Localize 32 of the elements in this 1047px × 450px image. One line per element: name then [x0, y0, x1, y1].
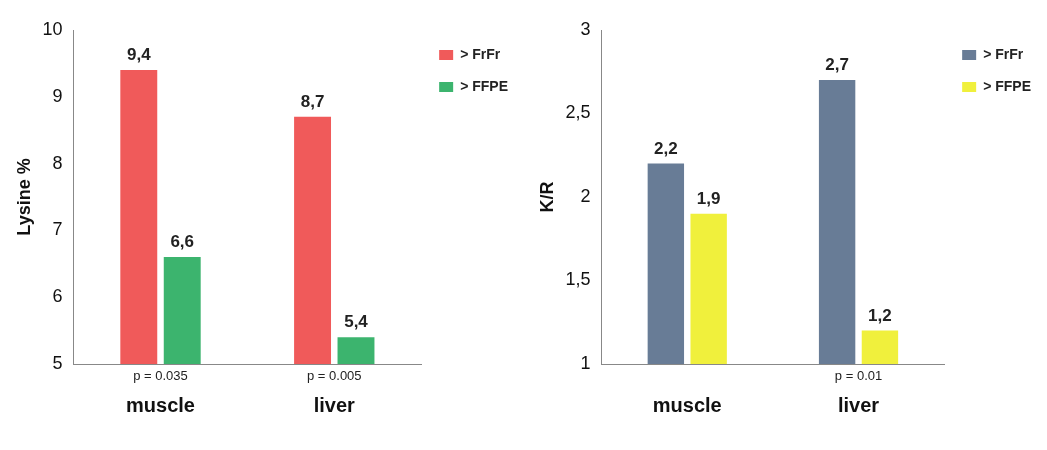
- y-tick-label: 5: [52, 352, 63, 373]
- y-tick-label: 3: [580, 18, 591, 39]
- x-tick-label: muscle: [126, 393, 195, 416]
- legend-label: > FFPE: [983, 77, 1032, 94]
- data-label: 6,6: [170, 232, 195, 252]
- y-tick-label: 9: [52, 85, 63, 106]
- y-tick-label: 2: [580, 185, 591, 206]
- y-tick-label: 10: [42, 18, 63, 39]
- data-label: 5,4: [344, 312, 369, 332]
- legend-label: > FrFr: [460, 45, 501, 62]
- y-tick-label: 1: [580, 352, 591, 373]
- data-label: 1,9: [696, 188, 721, 208]
- annotation: p = 0.035: [133, 368, 188, 384]
- data-label: 2,2: [654, 138, 678, 158]
- y-axis-title: K/R: [536, 181, 557, 213]
- y-tick-label: 6: [52, 286, 63, 307]
- x-tick-label: liver: [313, 393, 356, 416]
- legend-label: > FFPE: [460, 77, 509, 94]
- y-tick-label: 2,5: [565, 102, 591, 123]
- y-tick-label: 1,5: [565, 269, 591, 290]
- x-tick-label: muscle: [652, 393, 722, 416]
- annotation: p = 0.005: [306, 368, 362, 384]
- data-label: 2,7: [825, 55, 849, 75]
- y-axis-title: Lysine %: [13, 158, 34, 236]
- legend-label: > FrFr: [983, 45, 1024, 62]
- y-tick-label: 8: [52, 152, 63, 173]
- y-tick-label: 7: [52, 219, 63, 240]
- data-label: 8,7: [300, 92, 325, 112]
- data-label: 9,4: [126, 45, 152, 65]
- x-tick-label: liver: [837, 393, 880, 416]
- annotation: p = 0.01: [834, 368, 883, 384]
- data-label: 1,2: [868, 305, 892, 325]
